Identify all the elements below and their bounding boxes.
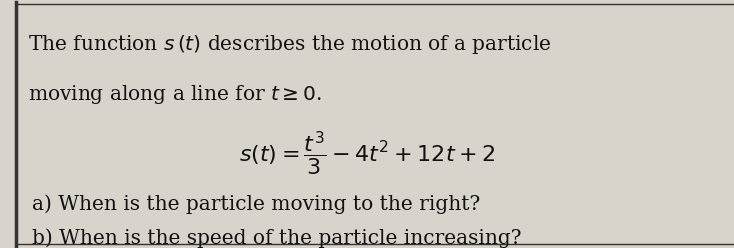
Text: b) When is the speed of the particle increasing?: b) When is the speed of the particle inc… (32, 228, 521, 248)
Text: a) When is the particle moving to the right?: a) When is the particle moving to the ri… (32, 195, 480, 215)
Text: moving along a line for $t\geq 0$.: moving along a line for $t\geq 0$. (28, 83, 322, 106)
Text: The function $s\,(t)$ describes the motion of a particle: The function $s\,(t)$ describes the moti… (28, 33, 551, 56)
Text: $s(t) = \dfrac{t^3}{3} - 4t^2 + 12t + 2$: $s(t) = \dfrac{t^3}{3} - 4t^2 + 12t + 2$ (239, 130, 495, 178)
